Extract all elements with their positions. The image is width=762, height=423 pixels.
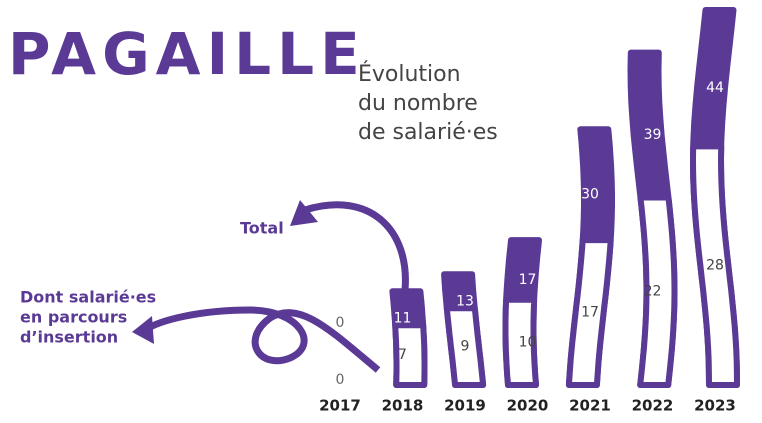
legend-label: Total <box>240 219 284 238</box>
subtitle-line: Évolution <box>358 61 461 87</box>
value-label: 13 <box>456 293 474 309</box>
x-tick-label: 2021 <box>569 397 611 415</box>
legend-label: en parcours <box>20 308 127 327</box>
legend-label: d’insertion <box>20 328 118 347</box>
legend-label: Dont salarié·es <box>20 288 156 307</box>
chart: PAGAILLE Évolution du nombre de salarié·es… <box>0 0 762 423</box>
x-tick-label: 2018 <box>382 397 424 415</box>
value-label: 10 <box>519 334 537 350</box>
value-label: 39 <box>644 127 662 143</box>
title: PAGAILLE <box>8 20 366 88</box>
value-label: 11 <box>394 310 412 326</box>
value-label: 17 <box>581 305 599 321</box>
x-tick-label: 2017 <box>319 397 361 415</box>
subtitle: Évolution du nombre de salarié·es <box>358 61 498 145</box>
value-label: 0 <box>336 315 345 331</box>
subtitle-line: de salarié·es <box>358 120 498 145</box>
subtitle-line: du nombre <box>358 91 478 116</box>
arrow-head <box>132 316 154 344</box>
value-label: 9 <box>461 339 470 355</box>
value-label: 44 <box>706 80 724 96</box>
arrow <box>305 205 405 290</box>
x-tick-label: 2019 <box>444 397 486 415</box>
arrow-head <box>290 200 318 226</box>
x-tick-label: 2023 <box>694 397 736 415</box>
value-label: 22 <box>644 283 662 299</box>
value-label: 0 <box>336 372 345 388</box>
x-tick-label: 2020 <box>507 397 549 415</box>
value-label: 30 <box>581 187 599 203</box>
x-tick-label: 2022 <box>632 397 674 415</box>
value-label: 7 <box>398 347 407 363</box>
value-label: 17 <box>519 272 537 288</box>
page: PAGAILLE Évolution du nombre de salarié·es… <box>0 0 762 423</box>
value-label: 28 <box>706 258 724 274</box>
